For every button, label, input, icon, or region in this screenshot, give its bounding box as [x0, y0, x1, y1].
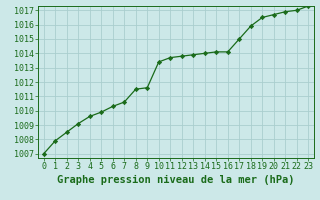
X-axis label: Graphe pression niveau de la mer (hPa): Graphe pression niveau de la mer (hPa) [57, 175, 295, 185]
